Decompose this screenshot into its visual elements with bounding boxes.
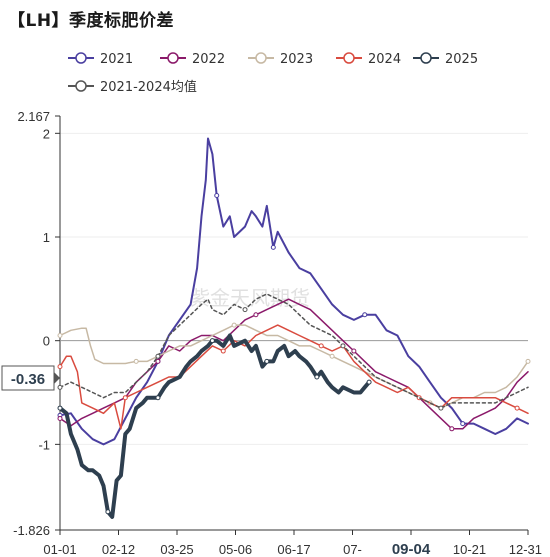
series-point	[57, 332, 63, 338]
series-point	[57, 384, 63, 390]
current-value-box	[1, 365, 55, 391]
series-point	[105, 509, 111, 515]
series-point	[242, 307, 248, 313]
legend-marker	[167, 52, 179, 64]
series-point	[231, 322, 237, 328]
y-tick-label: -1.826	[13, 523, 50, 538]
watermark: 紫金天风期货	[190, 286, 310, 310]
series-point	[264, 358, 270, 364]
series-point	[155, 353, 161, 359]
x-tick-label: 06-17	[277, 542, 310, 557]
series-point	[270, 244, 276, 250]
legend-label: 2024	[368, 52, 401, 67]
legend-label: 2021	[100, 52, 133, 67]
legend-label: 2025	[445, 52, 478, 67]
legend-item[interactable]: 2021-2024均值	[68, 79, 197, 95]
series-point	[57, 405, 63, 411]
series-line	[58, 333, 372, 519]
legend-marker	[75, 52, 87, 64]
y-tick-label: -1	[38, 437, 50, 452]
legend-marker	[255, 52, 267, 64]
series-point	[133, 358, 139, 364]
x-tick-label: 07-	[343, 542, 362, 557]
series-point	[318, 343, 324, 349]
legend-marker	[343, 52, 355, 64]
x-tick-label: 03-25	[160, 542, 193, 557]
series-point	[460, 421, 466, 427]
series-point	[362, 312, 368, 318]
legend[interactable]: 2021 2022 2023 2024 2025 2021-2024均值	[68, 52, 478, 95]
series-point	[314, 374, 320, 380]
series-line	[59, 293, 529, 409]
legend-label: 2023	[280, 52, 313, 67]
series-point	[57, 415, 63, 421]
x-tick-label: 09-04	[392, 541, 431, 557]
x-tick-label: 05-06	[219, 542, 252, 557]
legend-label: 2021-2024均值	[100, 79, 197, 95]
series-line	[59, 324, 529, 430]
y-tick-label: 1	[43, 230, 50, 245]
series-lines	[57, 137, 531, 519]
series-point	[220, 348, 226, 354]
series-point	[525, 358, 531, 364]
axis-labels: 2.167 2 1 0 -1 -1.826 01-01 02-12 03-25 05-06 06-1…	[1, 109, 542, 557]
current-value-label: -0.36	[1, 365, 60, 391]
y-tick-label: 2	[43, 126, 50, 141]
series-point	[214, 193, 220, 199]
legend-marker	[75, 80, 87, 92]
legend-item[interactable]: 2022	[160, 52, 225, 67]
series-point	[329, 353, 335, 359]
chart-title: 【LH】季度标肥价差	[8, 11, 175, 31]
current-value-text: -0.36	[11, 371, 45, 388]
legend-item[interactable]: 2021	[68, 52, 133, 67]
series-point	[438, 405, 444, 411]
series-point	[366, 379, 372, 385]
series-point	[122, 395, 128, 401]
x-tick-label: 12-31	[509, 542, 542, 557]
series-point	[155, 358, 161, 364]
series-point	[253, 312, 259, 318]
series-line	[59, 137, 529, 446]
legend-item[interactable]: 2024	[336, 52, 401, 67]
y-tick-label: 0	[43, 334, 50, 349]
x-tick-label: 02-12	[102, 542, 135, 557]
legend-item[interactable]: 2023	[248, 52, 313, 67]
series-point	[514, 405, 520, 411]
series-point	[209, 338, 215, 344]
series-point	[449, 426, 455, 432]
y-tick-label: 2.167	[17, 109, 50, 124]
current-value-pointer	[54, 372, 60, 385]
series-point	[155, 395, 161, 401]
series-line	[59, 298, 529, 430]
x-tick-label: 01-01	[43, 542, 76, 557]
legend-item[interactable]: 2025	[413, 52, 478, 67]
legend-marker	[420, 52, 432, 64]
legend-label: 2022	[192, 52, 225, 67]
x-tick-label: 10-21	[453, 542, 486, 557]
series-point	[57, 364, 63, 370]
series-point	[340, 343, 346, 349]
grid	[60, 132, 528, 445]
series-point	[351, 348, 357, 354]
axes	[59, 116, 528, 531]
